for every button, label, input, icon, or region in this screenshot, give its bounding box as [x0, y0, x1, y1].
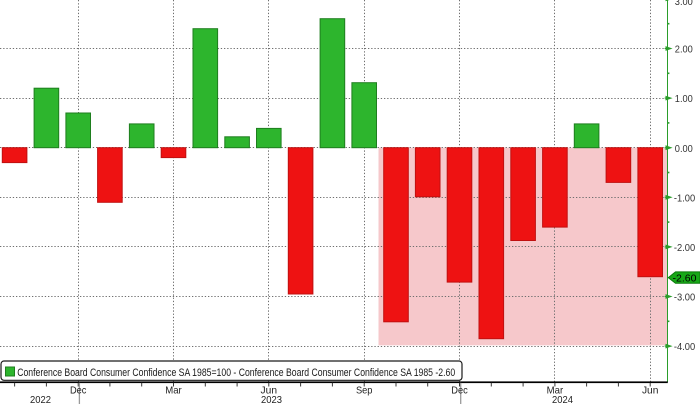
svg-text:2023: 2023 [261, 394, 282, 404]
svg-text:2022: 2022 [30, 394, 51, 404]
svg-text:2024: 2024 [552, 394, 573, 404]
svg-text:Dec: Dec [70, 385, 87, 397]
svg-text:3.00: 3.00 [675, 0, 693, 8]
svg-text:Conference Board Consumer Conf: Conference Board Consumer Confidence SA … [17, 367, 455, 379]
svg-text:-2.60: -2.60 [673, 272, 697, 284]
svg-text:Dec: Dec [451, 385, 468, 397]
svg-text:Mar: Mar [547, 385, 564, 397]
svg-text:Jun: Jun [642, 385, 659, 397]
svg-text:2.00: 2.00 [675, 44, 693, 56]
svg-text:Sep: Sep [356, 385, 373, 397]
svg-text:Jun: Jun [261, 385, 278, 397]
svg-text:-4.00: -4.00 [674, 341, 695, 353]
svg-text:-3.00: -3.00 [674, 292, 695, 304]
svg-text:0.00: 0.00 [675, 143, 693, 155]
svg-text:-2.00: -2.00 [674, 242, 695, 254]
svg-text:1.00: 1.00 [675, 93, 693, 105]
svg-text:-1.00: -1.00 [674, 192, 695, 204]
svg-text:Mar: Mar [165, 385, 182, 397]
